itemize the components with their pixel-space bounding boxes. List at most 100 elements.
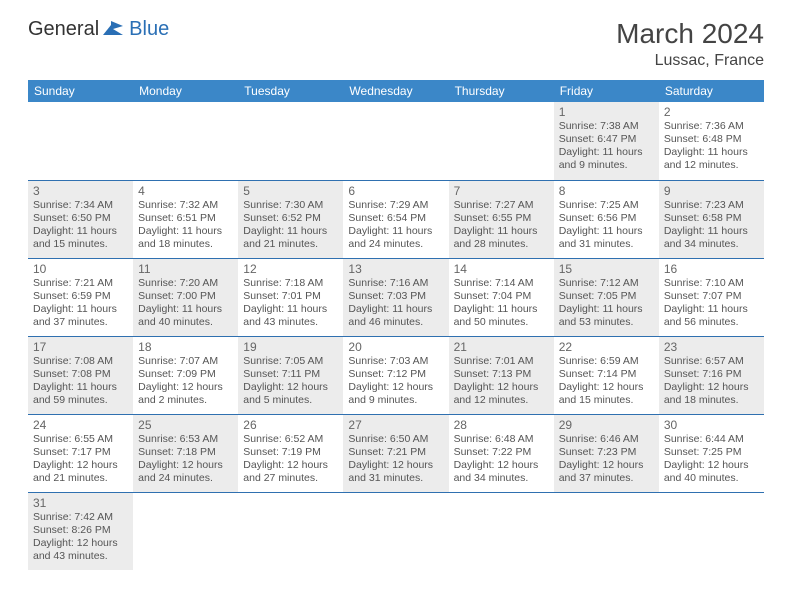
day-info-line: Sunrise: 7:42 AM xyxy=(33,511,128,524)
day-info-line: and 9 minutes. xyxy=(559,159,654,172)
day-info-line: and 40 minutes. xyxy=(138,316,233,329)
day-info-line: Sunset: 7:00 PM xyxy=(138,290,233,303)
day-info-line: Daylight: 11 hours xyxy=(664,146,759,159)
calendar-cell: 19Sunrise: 7:05 AMSunset: 7:11 PMDayligh… xyxy=(238,336,343,414)
day-info-line: and 12 minutes. xyxy=(454,394,549,407)
calendar-cell-empty xyxy=(554,492,659,570)
calendar-cell: 27Sunrise: 6:50 AMSunset: 7:21 PMDayligh… xyxy=(343,414,448,492)
day-info-line: Daylight: 12 hours xyxy=(348,381,443,394)
day-info-line: Sunrise: 7:18 AM xyxy=(243,277,338,290)
day-info-line: Sunrise: 7:16 AM xyxy=(348,277,443,290)
day-number: 19 xyxy=(243,340,338,354)
day-number: 27 xyxy=(348,418,443,432)
calendar-row: 1Sunrise: 7:38 AMSunset: 6:47 PMDaylight… xyxy=(28,102,764,180)
day-info-line: Sunrise: 7:07 AM xyxy=(138,355,233,368)
calendar-cell: 30Sunrise: 6:44 AMSunset: 7:25 PMDayligh… xyxy=(659,414,764,492)
day-info-line: Sunrise: 6:48 AM xyxy=(454,433,549,446)
day-number: 30 xyxy=(664,418,759,432)
day-info-line: Sunrise: 6:52 AM xyxy=(243,433,338,446)
calendar-cell: 21Sunrise: 7:01 AMSunset: 7:13 PMDayligh… xyxy=(449,336,554,414)
day-info-line: Sunset: 7:11 PM xyxy=(243,368,338,381)
day-info-line: and 46 minutes. xyxy=(348,316,443,329)
day-number: 7 xyxy=(454,184,549,198)
calendar-cell-empty xyxy=(449,492,554,570)
day-info-line: Sunset: 7:25 PM xyxy=(664,446,759,459)
weekday-header: Sunday xyxy=(28,80,133,102)
flag-icon xyxy=(103,19,125,40)
day-info-line: and 59 minutes. xyxy=(33,394,128,407)
calendar-cell: 23Sunrise: 6:57 AMSunset: 7:16 PMDayligh… xyxy=(659,336,764,414)
day-info-line: Sunrise: 7:10 AM xyxy=(664,277,759,290)
day-number: 12 xyxy=(243,262,338,276)
day-info-line: and 5 minutes. xyxy=(243,394,338,407)
calendar-cell: 25Sunrise: 6:53 AMSunset: 7:18 PMDayligh… xyxy=(133,414,238,492)
day-number: 31 xyxy=(33,496,128,510)
day-info-line: Sunset: 7:01 PM xyxy=(243,290,338,303)
weekday-header: Thursday xyxy=(449,80,554,102)
day-number: 11 xyxy=(138,262,233,276)
day-info-line: Sunset: 6:50 PM xyxy=(33,212,128,225)
day-info-line: and 2 minutes. xyxy=(138,394,233,407)
day-info-line: Sunset: 7:23 PM xyxy=(559,446,654,459)
calendar-cell: 22Sunrise: 6:59 AMSunset: 7:14 PMDayligh… xyxy=(554,336,659,414)
day-info-line: Daylight: 12 hours xyxy=(348,459,443,472)
day-info-line: Daylight: 12 hours xyxy=(33,537,128,550)
weekday-header: Tuesday xyxy=(238,80,343,102)
day-info-line: Sunrise: 6:59 AM xyxy=(559,355,654,368)
day-info-line: and 21 minutes. xyxy=(33,472,128,485)
calendar-cell: 13Sunrise: 7:16 AMSunset: 7:03 PMDayligh… xyxy=(343,258,448,336)
day-info-line: Sunset: 6:51 PM xyxy=(138,212,233,225)
day-number: 20 xyxy=(348,340,443,354)
logo: General Blue xyxy=(28,18,169,41)
day-info-line: Sunrise: 7:21 AM xyxy=(33,277,128,290)
logo-text-general: General xyxy=(28,18,99,41)
weekday-header: Friday xyxy=(554,80,659,102)
day-info-line: and 53 minutes. xyxy=(559,316,654,329)
calendar-row: 17Sunrise: 7:08 AMSunset: 7:08 PMDayligh… xyxy=(28,336,764,414)
day-info-line: Daylight: 12 hours xyxy=(33,459,128,472)
day-info-line: Sunrise: 7:01 AM xyxy=(454,355,549,368)
day-info-line: Daylight: 11 hours xyxy=(454,225,549,238)
day-number: 9 xyxy=(664,184,759,198)
day-info-line: Daylight: 11 hours xyxy=(559,225,654,238)
calendar-cell: 29Sunrise: 6:46 AMSunset: 7:23 PMDayligh… xyxy=(554,414,659,492)
day-info-line: Daylight: 12 hours xyxy=(454,459,549,472)
day-info-line: Daylight: 12 hours xyxy=(243,459,338,472)
day-number: 15 xyxy=(559,262,654,276)
day-number: 4 xyxy=(138,184,233,198)
calendar-cell-empty xyxy=(133,492,238,570)
calendar-cell: 11Sunrise: 7:20 AMSunset: 7:00 PMDayligh… xyxy=(133,258,238,336)
day-info-line: Sunrise: 7:32 AM xyxy=(138,199,233,212)
day-info-line: Sunset: 7:12 PM xyxy=(348,368,443,381)
calendar-cell: 20Sunrise: 7:03 AMSunset: 7:12 PMDayligh… xyxy=(343,336,448,414)
day-info-line: and 43 minutes. xyxy=(33,550,128,563)
day-info-line: Sunset: 7:08 PM xyxy=(33,368,128,381)
day-info-line: Sunrise: 7:34 AM xyxy=(33,199,128,212)
day-number: 18 xyxy=(138,340,233,354)
calendar-cell: 10Sunrise: 7:21 AMSunset: 6:59 PMDayligh… xyxy=(28,258,133,336)
day-info-line: and 31 minutes. xyxy=(559,238,654,251)
day-info-line: Sunrise: 7:05 AM xyxy=(243,355,338,368)
month-title: March 2024 xyxy=(616,18,764,50)
day-number: 16 xyxy=(664,262,759,276)
day-info-line: and 15 minutes. xyxy=(559,394,654,407)
day-info-line: and 34 minutes. xyxy=(454,472,549,485)
day-info-line: Sunrise: 6:46 AM xyxy=(559,433,654,446)
day-info-line: Daylight: 12 hours xyxy=(243,381,338,394)
day-info-line: Sunrise: 7:29 AM xyxy=(348,199,443,212)
day-info-line: Sunrise: 7:23 AM xyxy=(664,199,759,212)
day-info-line: Sunset: 7:21 PM xyxy=(348,446,443,459)
calendar-cell: 3Sunrise: 7:34 AMSunset: 6:50 PMDaylight… xyxy=(28,180,133,258)
day-info-line: Sunset: 7:07 PM xyxy=(664,290,759,303)
calendar-cell: 8Sunrise: 7:25 AMSunset: 6:56 PMDaylight… xyxy=(554,180,659,258)
day-info-line: Sunrise: 6:57 AM xyxy=(664,355,759,368)
day-info-line: Sunrise: 7:38 AM xyxy=(559,120,654,133)
day-info-line: Sunrise: 6:44 AM xyxy=(664,433,759,446)
day-info-line: and 34 minutes. xyxy=(664,238,759,251)
day-info-line: and 21 minutes. xyxy=(243,238,338,251)
header: General Blue March 2024 Lussac, France xyxy=(0,0,792,80)
day-info-line: Daylight: 11 hours xyxy=(138,303,233,316)
logo-text-blue: Blue xyxy=(129,18,169,41)
calendar-cell: 2Sunrise: 7:36 AMSunset: 6:48 PMDaylight… xyxy=(659,102,764,180)
day-info-line: and 18 minutes. xyxy=(138,238,233,251)
